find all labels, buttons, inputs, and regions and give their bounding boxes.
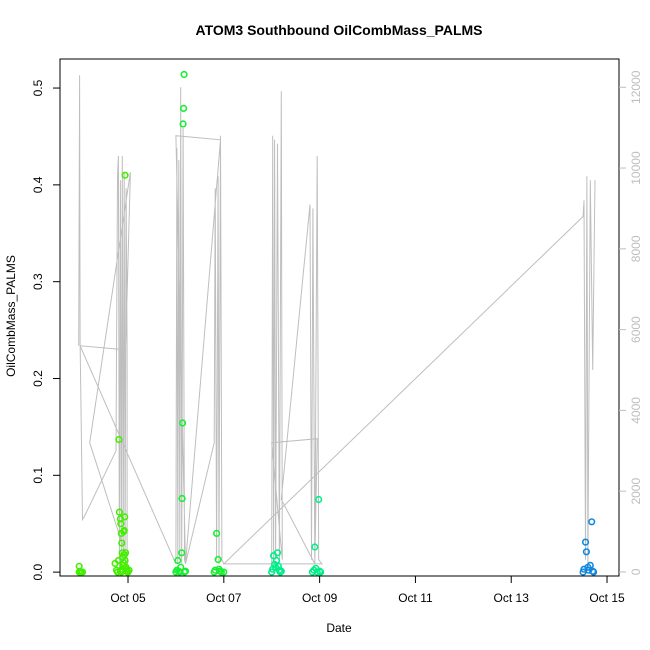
- chart-title: ATOM3 Southbound OilCombMass_PALMS: [196, 22, 483, 38]
- data-point: [179, 120, 187, 128]
- x-tick-label: Oct 07: [206, 591, 242, 605]
- x-tick-label: Oct 05: [110, 591, 146, 605]
- data-point: [121, 556, 129, 565]
- y-tick-label: 0.3: [31, 273, 45, 290]
- y2-tick-label: 12000: [629, 70, 643, 104]
- data-point: [213, 529, 221, 538]
- data-point: [174, 556, 182, 565]
- data-point: [588, 518, 596, 526]
- y2-tick-label: 4000: [629, 397, 643, 424]
- data-point: [78, 568, 87, 576]
- data-point: [315, 495, 323, 504]
- x-tick-label: Oct 15: [589, 591, 625, 605]
- y2-tick-label: 2000: [629, 478, 643, 505]
- data-point: [582, 548, 591, 556]
- data-point: [317, 568, 325, 576]
- data-point: [118, 539, 126, 547]
- data-point: [125, 566, 133, 574]
- y2-tick-label: 0: [629, 568, 643, 575]
- plot-frame: [59, 58, 620, 577]
- data-point: [115, 508, 123, 516]
- data-point: [181, 567, 190, 575]
- y2-tick-label: 8000: [629, 235, 643, 262]
- y2-tick-label: 6000: [629, 316, 643, 343]
- altitude-line: [78, 75, 596, 568]
- y-tick-label: 0.1: [31, 467, 45, 484]
- data-point: [177, 563, 185, 571]
- data-point: [118, 565, 126, 573]
- data-point: [179, 419, 187, 427]
- y-axis: 0.0 0.1 0.2 0.3 0.4 0.5: [31, 79, 60, 580]
- y-tick-label: 0.0: [31, 563, 45, 580]
- data-point: [589, 568, 598, 576]
- points-layer: [75, 70, 598, 576]
- y-tick-label: 0.2: [31, 370, 45, 387]
- data-point: [120, 526, 128, 535]
- data-point: [180, 70, 188, 79]
- data-point: [586, 561, 594, 570]
- data-point: [273, 549, 282, 557]
- data-point: [311, 543, 319, 551]
- y2-axis: 0 2000 4000 6000 8000 10000 12000: [619, 70, 643, 575]
- data-point: [178, 549, 186, 557]
- y-tick-label: 0.5: [31, 79, 45, 96]
- x-tick-label: Oct 13: [494, 591, 530, 605]
- x-tick-label: Oct 11: [398, 591, 433, 605]
- y-tick-label: 0.4: [31, 176, 45, 193]
- x-axis-label: Date: [326, 621, 352, 635]
- y-axis-label: OilCombMass_PALMS: [4, 255, 18, 377]
- data-point: [180, 104, 188, 112]
- data-point: [214, 555, 222, 564]
- x-tick-label: Oct 09: [302, 591, 338, 605]
- data-point: [117, 520, 125, 528]
- data-point: [277, 567, 285, 575]
- x-axis: Oct 05 Oct 07 Oct 09 Oct 11 Oct 13 Oct 15: [110, 576, 625, 605]
- data-point: [220, 568, 228, 576]
- altitude-layer: [78, 75, 596, 568]
- data-point: [217, 568, 225, 576]
- data-point: [121, 513, 129, 521]
- data-point: [115, 435, 123, 444]
- data-point: [581, 538, 590, 546]
- data-point: [121, 171, 129, 179]
- data-point: [178, 494, 186, 503]
- y2-tick-label: 10000: [629, 151, 643, 185]
